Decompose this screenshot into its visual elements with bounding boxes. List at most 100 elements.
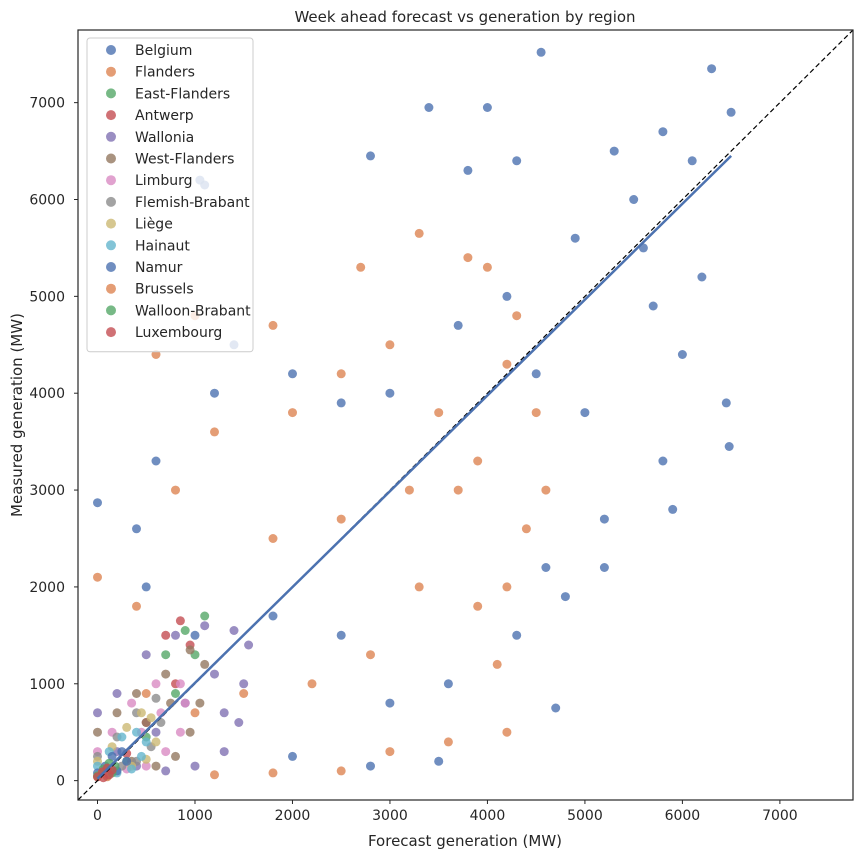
data-point (366, 761, 375, 771)
data-point (136, 708, 146, 718)
legend-entry: Flemish-Brabant (135, 195, 250, 211)
data-point (336, 766, 346, 776)
y-tick-label: 2000 (29, 580, 65, 596)
data-point (151, 456, 161, 466)
data-point (185, 645, 195, 655)
data-point (127, 698, 137, 708)
data-point (141, 737, 151, 747)
data-point (141, 689, 151, 698)
data-point (599, 514, 609, 524)
data-point (151, 727, 161, 737)
data-point (609, 146, 619, 156)
data-point (244, 640, 254, 650)
data-point (112, 689, 122, 698)
data-point (560, 592, 570, 602)
x-tick-label: 2000 (275, 808, 311, 824)
data-point (190, 630, 200, 640)
data-point (200, 659, 210, 669)
points-layer (93, 47, 736, 783)
legend-entry: Antwerp (135, 108, 194, 124)
data-point (161, 669, 171, 679)
data-point (414, 228, 424, 238)
data-point (151, 761, 161, 771)
trend-line (96, 155, 733, 780)
x-tick-label: 0 (93, 808, 102, 824)
data-point (541, 485, 551, 495)
data-point (219, 708, 229, 718)
data-point (132, 524, 141, 534)
data-point (268, 534, 278, 543)
data-point (93, 498, 102, 508)
data-point (112, 708, 122, 718)
data-point (107, 751, 117, 761)
data-point (239, 679, 249, 689)
legend-marker (106, 218, 116, 229)
data-point (707, 64, 717, 74)
data-point (629, 195, 639, 204)
data-point (551, 703, 561, 713)
data-point (122, 722, 132, 732)
y-tick-label: 7000 (29, 96, 65, 112)
legend-entry: Luxembourg (135, 325, 222, 341)
x-tick-label: 4000 (470, 808, 506, 824)
data-point (161, 766, 171, 776)
data-point (336, 369, 346, 379)
data-point (531, 408, 541, 418)
data-point (724, 442, 734, 451)
data-point (161, 747, 171, 757)
data-point (93, 572, 102, 582)
data-point (93, 708, 102, 718)
data-point (175, 679, 185, 689)
data-point (473, 601, 483, 611)
data-point (132, 727, 141, 737)
y-axis-label: Measured generation (MW) (8, 313, 26, 517)
data-point (151, 693, 161, 703)
data-point (229, 626, 239, 635)
legend-marker (106, 262, 116, 272)
legend-marker (106, 240, 116, 251)
data-point (136, 751, 146, 761)
data-point (463, 253, 473, 263)
data-point (541, 563, 551, 572)
x-tick-label: 5000 (567, 808, 603, 824)
data-point (443, 679, 453, 689)
y-tick-label: 4000 (29, 386, 65, 402)
data-point (512, 311, 522, 321)
data-point (141, 650, 151, 660)
legend-entry: Walloon-Brabant (135, 303, 251, 319)
data-point (171, 485, 180, 495)
data-point (210, 770, 219, 780)
data-point (141, 582, 151, 592)
data-point (482, 103, 492, 112)
plot-frame (77, 29, 854, 801)
data-point (463, 165, 473, 175)
series-flanders (93, 228, 551, 780)
legend-entry: Wallonia (135, 130, 194, 146)
lines-layer (78, 30, 853, 800)
data-point (482, 262, 492, 272)
x-axis-label: Forecast generation (MW) (368, 832, 562, 850)
data-point (151, 737, 161, 747)
y-tick-label: 1000 (29, 677, 65, 693)
data-point (385, 698, 395, 708)
data-point (648, 301, 658, 311)
data-point (502, 727, 512, 737)
data-point (171, 630, 180, 640)
data-point (190, 708, 200, 718)
data-point (175, 727, 185, 737)
data-point (570, 233, 580, 243)
data-point (385, 388, 395, 398)
data-point (180, 698, 190, 708)
legend-entry: Liège (135, 217, 173, 233)
data-point (190, 761, 200, 771)
series-wallonia (93, 621, 254, 776)
y-tick-label: 6000 (29, 192, 65, 208)
y-tick-label: 0 (56, 774, 65, 790)
data-point (268, 768, 278, 778)
data-point (580, 408, 590, 418)
legend-marker (106, 196, 116, 207)
data-point (132, 689, 141, 698)
plot-area (78, 30, 853, 800)
data-point (234, 718, 244, 727)
data-point (219, 747, 229, 757)
